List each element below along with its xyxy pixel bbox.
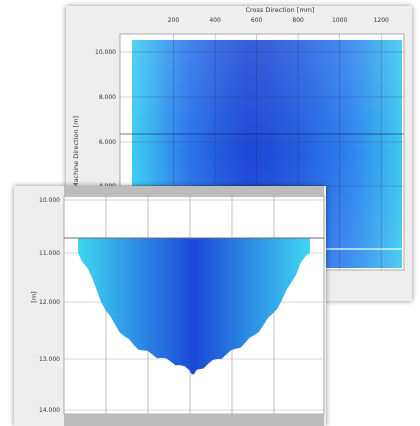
profile-top-band bbox=[64, 186, 324, 197]
profile-area bbox=[78, 238, 310, 375]
heatmap-x-tick-label: 1200 bbox=[374, 17, 389, 24]
heatmap-y-tick-label: 8.000 bbox=[99, 94, 116, 101]
heatmap-x-tick-label: 800 bbox=[292, 17, 304, 24]
profile-y-tick-label: 10.000 bbox=[39, 197, 60, 204]
heatmap-y-tick-label: 6.000 bbox=[99, 139, 116, 146]
heatmap-x-tick-label: 600 bbox=[251, 17, 263, 24]
profile-window: 10.000 11.000 12.000 13.000 14.000 [m] bbox=[14, 186, 326, 426]
profile-y-ticks: 10.000 11.000 12.000 13.000 14.000 bbox=[39, 197, 60, 414]
profile-chart: 10.000 11.000 12.000 13.000 14.000 [m] bbox=[30, 186, 325, 426]
heatmap-x-tick-label: 200 bbox=[168, 17, 180, 24]
heatmap-y-tick-label: 10.000 bbox=[95, 49, 116, 56]
heatmap-x-axis-label: Cross Direction [mm] bbox=[245, 6, 314, 14]
profile-y-tick-label: 11.000 bbox=[39, 250, 60, 257]
heatmap-x-tick-label: 400 bbox=[209, 17, 221, 24]
heatmap-y-axis-label: Machine Direction [m] bbox=[72, 116, 80, 188]
profile-bottom-band bbox=[64, 414, 324, 426]
heatmap-x-tick-label: 1000 bbox=[332, 17, 347, 24]
profile-y-tick-label: 14.000 bbox=[39, 407, 60, 414]
heatmap-x-ticks: 200 400 600 800 1000 1200 bbox=[168, 17, 389, 24]
profile-y-tick-label: 13.000 bbox=[39, 356, 60, 363]
profile-y-axis-label: [m] bbox=[30, 291, 38, 302]
profile-y-tick-label: 12.000 bbox=[39, 299, 60, 306]
